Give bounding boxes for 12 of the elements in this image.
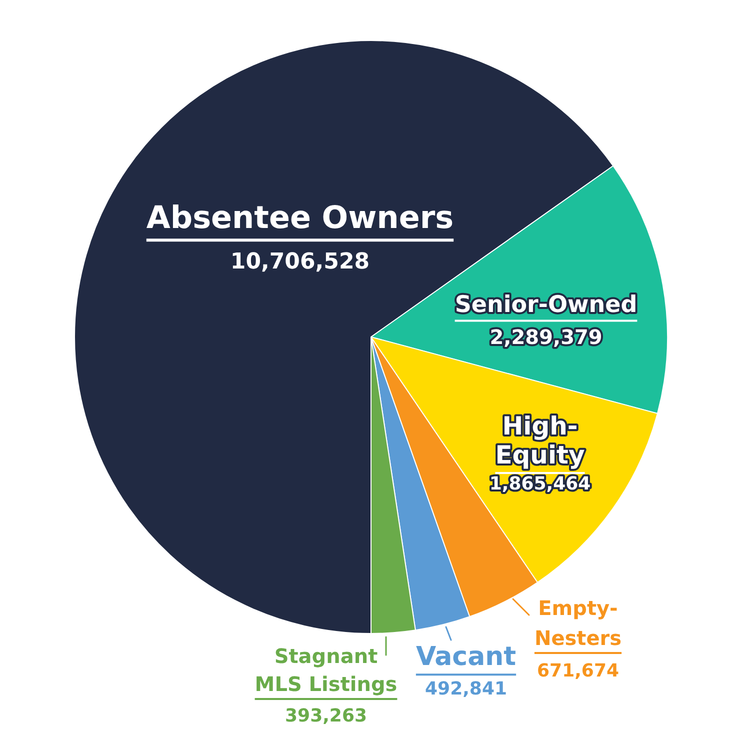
data-label: 671,674 bbox=[537, 660, 619, 682]
slice-label: Stagnant MLS Listings bbox=[254, 644, 398, 696]
slice-label: High-Equity bbox=[495, 412, 585, 470]
data-label: 2,289,379 bbox=[490, 325, 602, 350]
data-label: 492,841 bbox=[425, 678, 507, 700]
slice-label: Empty-Nesters bbox=[534, 596, 622, 650]
slice-label: Senior-Owned bbox=[454, 292, 638, 318]
data-label: 10,706,528 bbox=[230, 250, 370, 275]
data-label: 1,865,464 bbox=[489, 474, 591, 495]
slice-label: Vacant bbox=[416, 642, 516, 672]
data-label: 393,263 bbox=[285, 706, 367, 727]
slice-label: Absentee Owners bbox=[146, 200, 454, 236]
